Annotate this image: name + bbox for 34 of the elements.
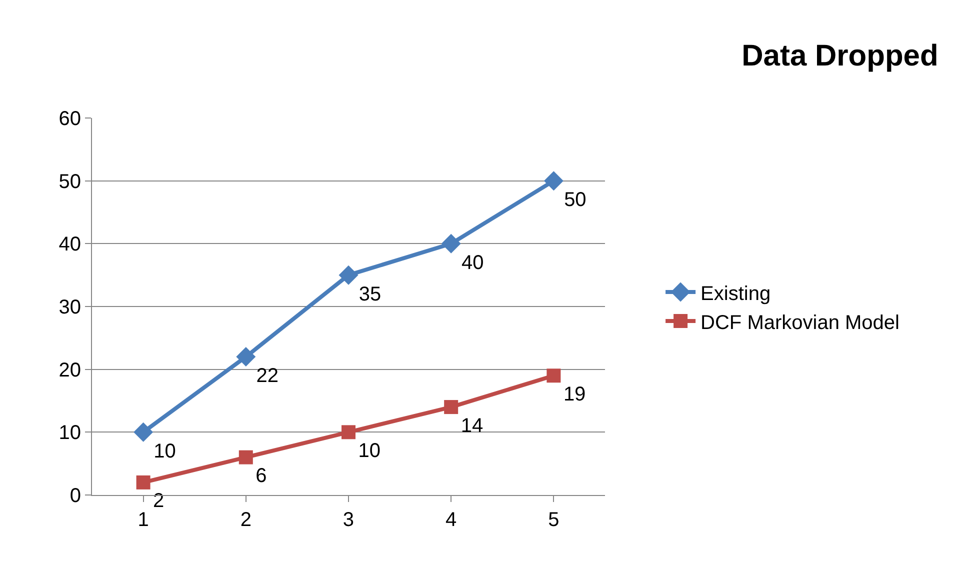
point xyxy=(544,171,564,191)
y-tick-label: 10 xyxy=(58,422,81,444)
x-tick-label: 3 xyxy=(342,509,354,531)
y-tick-label: 50 xyxy=(58,170,81,193)
y-tick-label: 0 xyxy=(70,485,81,507)
data-label: 14 xyxy=(460,414,484,437)
point xyxy=(444,400,458,414)
x-tick-label: 2 xyxy=(240,509,252,531)
data-label: 22 xyxy=(256,365,279,388)
y-tick-label: 20 xyxy=(58,359,81,382)
x-tick-label: 5 xyxy=(548,509,560,531)
y-tick-label: 60 xyxy=(58,108,81,130)
legend-label: DCF Markovian Model xyxy=(700,312,900,334)
point xyxy=(238,450,253,464)
point xyxy=(236,347,256,367)
text: Data Dropped xyxy=(742,40,938,72)
x-tick-label: 4 xyxy=(446,509,457,531)
data-label: 50 xyxy=(564,189,586,212)
legend-label: Existing xyxy=(700,282,771,305)
data-label: 6 xyxy=(256,465,267,488)
data-label: 10 xyxy=(154,440,176,463)
point xyxy=(338,265,358,285)
y-tick-label: 40 xyxy=(58,234,81,256)
point xyxy=(134,422,154,442)
x-tick-label: 1 xyxy=(138,509,149,531)
point xyxy=(136,475,150,490)
data-label: 10 xyxy=(358,440,380,462)
point xyxy=(546,368,561,383)
point xyxy=(441,234,461,254)
data-label: 40 xyxy=(461,252,484,274)
data-label: 19 xyxy=(563,383,586,406)
data-label: 35 xyxy=(358,283,382,306)
point xyxy=(341,425,356,440)
y-tick-label: 30 xyxy=(58,296,81,318)
